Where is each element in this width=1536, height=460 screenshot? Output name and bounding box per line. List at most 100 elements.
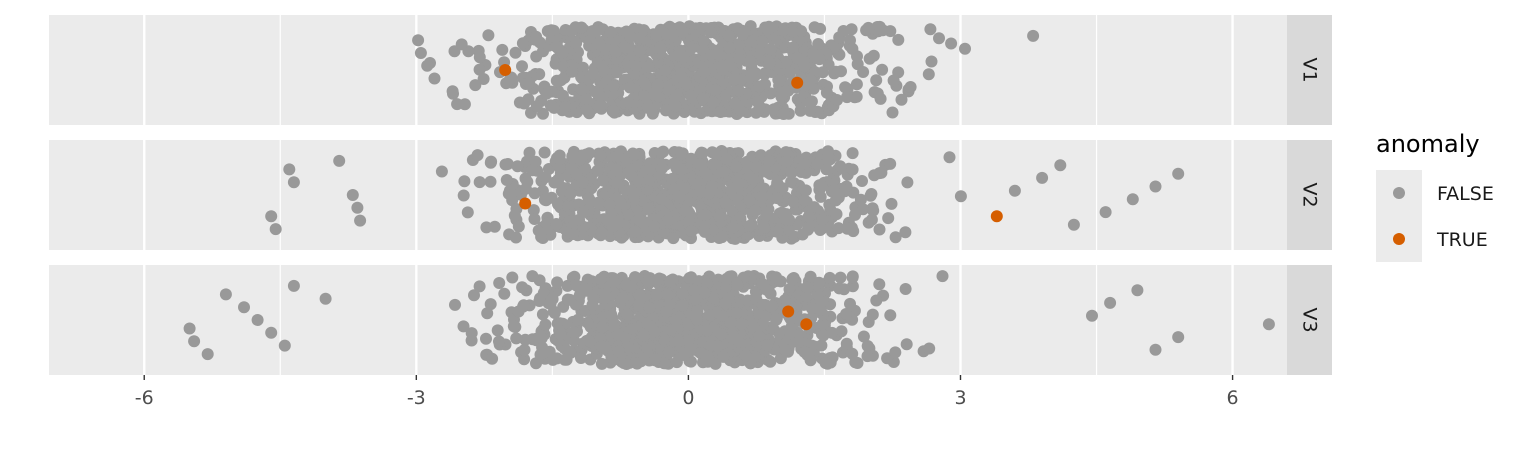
data-point (814, 224, 827, 236)
data-point (553, 153, 566, 166)
data-point (651, 78, 664, 91)
data-point (583, 192, 595, 205)
data-point (1104, 296, 1117, 309)
data-point (923, 342, 936, 355)
data-point (567, 228, 579, 240)
data-point (835, 65, 847, 78)
data-point (498, 287, 511, 300)
data-point (666, 27, 679, 40)
data-point (655, 193, 668, 205)
data-point (558, 353, 571, 366)
data-point (819, 357, 832, 369)
data-point (471, 149, 484, 162)
data-point (534, 348, 547, 361)
data-point (508, 209, 521, 222)
anomaly-point (499, 64, 512, 76)
data-point (785, 175, 798, 188)
data-point (594, 149, 607, 162)
data-point (576, 176, 589, 189)
data-point (599, 292, 612, 304)
data-point (925, 55, 938, 68)
data-point (798, 158, 811, 170)
facet-panel-v2: V2 (49, 140, 1332, 250)
facet-strip-label: V2 (1299, 182, 1321, 207)
data-point (771, 176, 784, 189)
data-point (545, 191, 558, 204)
data-point (629, 225, 641, 238)
data-point (499, 158, 512, 171)
data-point (884, 157, 897, 170)
data-point (238, 301, 250, 314)
data-point (763, 154, 776, 167)
data-point (511, 160, 524, 173)
data-point (823, 271, 836, 284)
data-point (779, 344, 792, 357)
data-point (832, 222, 845, 235)
data-point (682, 334, 695, 347)
data-point (622, 341, 635, 354)
data-point (616, 292, 629, 304)
data-point (720, 272, 733, 285)
data-point (610, 163, 623, 176)
data-point (633, 214, 646, 227)
data-point (936, 270, 949, 283)
data-point (701, 324, 714, 337)
data-point (526, 164, 539, 177)
legend-key-true-dot (1393, 233, 1405, 245)
data-point (628, 194, 641, 207)
data-point (667, 232, 680, 245)
data-point (943, 151, 956, 164)
data-point (663, 298, 676, 311)
data-point (711, 340, 724, 353)
data-point (876, 24, 889, 37)
data-point (545, 24, 558, 37)
data-point (785, 166, 798, 179)
data-point (528, 213, 541, 225)
data-point (669, 183, 682, 196)
data-point (643, 163, 656, 176)
data-point (845, 23, 858, 36)
data-point (491, 324, 504, 337)
data-point (697, 92, 710, 105)
data-point (764, 300, 777, 313)
data-point (924, 23, 937, 36)
data-point (512, 305, 525, 318)
data-point (922, 68, 935, 81)
data-point (543, 345, 556, 358)
data-point (603, 198, 616, 211)
data-point (687, 284, 700, 297)
data-point (803, 96, 816, 109)
data-point (840, 337, 853, 350)
data-point (698, 286, 711, 299)
data-point (610, 66, 623, 79)
data-point (570, 37, 583, 50)
data-point (834, 271, 847, 284)
data-point (1067, 218, 1080, 231)
data-point (822, 154, 834, 167)
data-point (758, 164, 771, 177)
data-point (701, 355, 714, 368)
data-point (663, 275, 676, 288)
data-point (885, 197, 898, 210)
data-point (523, 77, 536, 90)
data-point (901, 176, 914, 189)
data-point (622, 96, 635, 109)
data-point (780, 155, 793, 168)
data-point (690, 313, 703, 326)
data-point (729, 72, 741, 85)
x-tick-label: -3 (407, 387, 426, 409)
data-point (594, 273, 607, 286)
data-point (575, 352, 587, 364)
data-point (535, 230, 548, 243)
data-point (504, 73, 517, 86)
data-point (465, 327, 478, 340)
data-point (631, 357, 643, 370)
data-point (486, 352, 499, 365)
data-point (612, 215, 624, 228)
data-point (183, 322, 196, 335)
data-point (544, 297, 557, 310)
data-point (856, 175, 868, 187)
data-point (870, 294, 883, 307)
data-point (526, 270, 539, 283)
data-point (672, 335, 685, 348)
